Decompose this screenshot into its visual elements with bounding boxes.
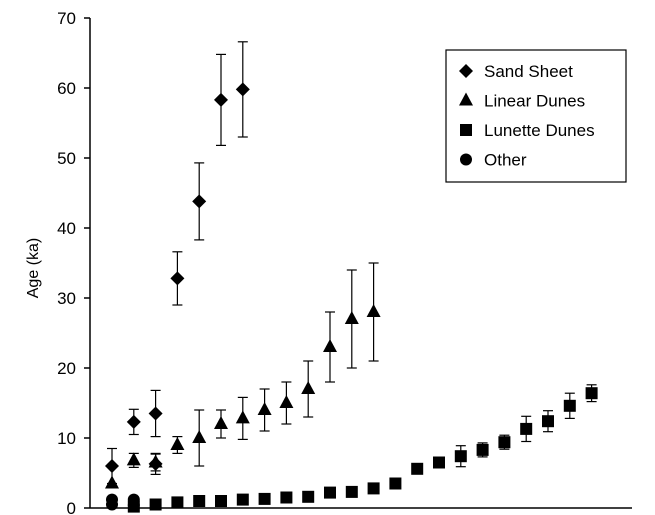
y-tick-label: 50 bbox=[57, 149, 76, 168]
data-point-diamond bbox=[235, 82, 250, 97]
data-point-square bbox=[324, 486, 336, 499]
data-point-square bbox=[498, 436, 511, 449]
data-point-square bbox=[476, 443, 489, 456]
data-point-square bbox=[433, 456, 445, 469]
data-point-square bbox=[542, 415, 554, 428]
data-point-triangle bbox=[105, 475, 119, 489]
legend-marker bbox=[459, 92, 473, 106]
data-point-triangle bbox=[323, 339, 337, 352]
data-point-diamond bbox=[126, 414, 141, 429]
data-point-square bbox=[215, 495, 227, 507]
legend: Sand Sheet Linear Dunes Lunette Dunes Other bbox=[445, 49, 627, 183]
data-point-diamond bbox=[192, 194, 207, 209]
data-point-diamond bbox=[148, 406, 163, 421]
data-point-circle bbox=[127, 499, 140, 512]
chart-marks bbox=[105, 41, 598, 513]
data-point-triangle bbox=[170, 437, 185, 450]
data-point-square bbox=[411, 462, 424, 475]
data-point-diamond bbox=[170, 271, 185, 286]
series-sand-sheet bbox=[105, 41, 250, 485]
data-point-triangle bbox=[279, 395, 294, 408]
data-point-triangle bbox=[148, 454, 163, 468]
data-point-circle bbox=[106, 498, 118, 511]
data-point-square bbox=[454, 450, 467, 463]
data-point-diamond bbox=[214, 92, 228, 107]
data-point-square bbox=[302, 490, 315, 503]
series-other bbox=[106, 493, 140, 512]
data-point-square bbox=[563, 399, 576, 412]
data-point-square bbox=[149, 498, 162, 511]
data-point-square bbox=[367, 482, 380, 495]
data-point-triangle bbox=[257, 402, 272, 415]
data-point-square bbox=[236, 493, 249, 506]
data-point-square bbox=[280, 491, 293, 504]
legend-label: Other bbox=[484, 151, 527, 170]
data-point-square bbox=[389, 477, 402, 490]
legend-marker bbox=[460, 153, 472, 166]
data-point-diamond bbox=[105, 459, 119, 473]
data-point-square bbox=[193, 495, 206, 507]
data-point-triangle bbox=[214, 416, 228, 429]
y-tick-label: 70 bbox=[57, 9, 76, 28]
y-tick-label: 0 bbox=[67, 499, 76, 515]
data-point-square bbox=[520, 422, 533, 435]
y-tick-label: 10 bbox=[57, 429, 76, 448]
data-point-triangle bbox=[126, 452, 141, 466]
data-point-square bbox=[171, 496, 184, 509]
legend-marker bbox=[460, 124, 472, 136]
data-point-triangle bbox=[301, 381, 316, 394]
data-point-square bbox=[258, 492, 271, 505]
series-linear-dunes bbox=[105, 262, 381, 489]
y-tick-label: 40 bbox=[57, 219, 76, 238]
legend-label: Sand Sheet bbox=[484, 62, 573, 81]
y-tick-label: 20 bbox=[57, 359, 76, 378]
y-tick-label: 60 bbox=[57, 79, 76, 98]
data-point-square bbox=[585, 387, 598, 400]
data-point-triangle bbox=[344, 311, 359, 324]
legend-marker bbox=[459, 64, 473, 78]
series-lunette-dunes bbox=[127, 384, 598, 513]
data-point-triangle bbox=[366, 304, 381, 317]
y-axis-title: Age (ka) bbox=[25, 238, 42, 298]
data-point-square bbox=[345, 485, 358, 498]
y-tick-label: 30 bbox=[57, 289, 76, 308]
legend-label: Lunette Dunes bbox=[484, 121, 595, 140]
data-point-triangle bbox=[235, 410, 250, 424]
legend-box bbox=[445, 49, 627, 183]
legend-label: Linear Dunes bbox=[484, 92, 585, 111]
data-point-triangle bbox=[192, 430, 207, 443]
